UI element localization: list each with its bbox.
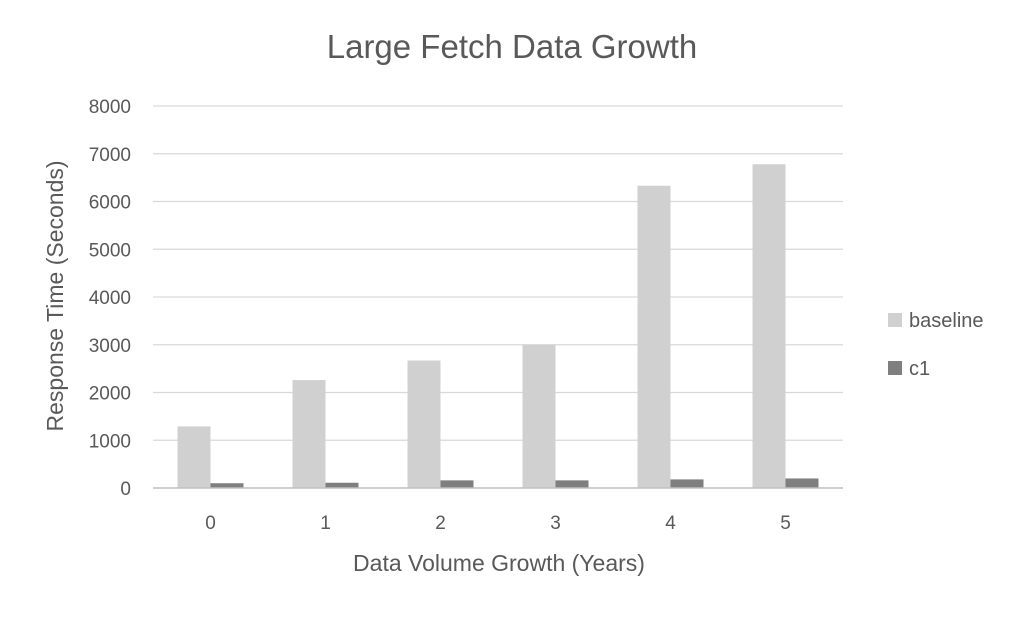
legend-label-c1: c1 [909,358,930,380]
bar-c1-5 [785,478,819,488]
bar-baseline-3 [522,344,556,488]
bar-baseline-0 [177,426,211,488]
x-axis-title: Data Volume Growth (Years) [353,550,645,576]
gridlines [153,105,843,441]
x-tick-label: 0 [205,513,216,534]
chart-title: Large Fetch Data Growth [327,28,698,65]
y-tick-label: 2000 [89,384,131,405]
bar-baseline-4 [637,185,671,488]
legend-swatch-c1 [888,361,902,375]
y-tick-label: 6000 [89,193,131,214]
y-tick-label: 0 [120,479,131,500]
y-tick-label: 1000 [89,431,131,452]
y-tick-label: 8000 [89,97,131,118]
y-tick-labels: 0 1000 2000 3000 4000 5000 6000 7000 8000 [89,97,131,500]
x-tick-label: 1 [320,513,331,534]
y-tick-label: 4000 [89,288,131,309]
bar-c1-4 [670,479,704,488]
y-axis-title: Response Time (Seconds) [42,160,68,431]
y-tick-label: 7000 [89,145,131,166]
bar-c1-0 [210,483,244,488]
bars [177,164,819,488]
legend-swatch-baseline [888,313,902,327]
x-tick-label: 5 [780,513,791,534]
bar-c1-2 [440,480,474,488]
legend-label-baseline: baseline [909,310,984,332]
bar-c1-1 [325,482,359,488]
bar-baseline-1 [292,380,326,488]
x-tick-label: 3 [550,513,561,534]
bar-baseline-5 [752,164,786,488]
bar-c1-3 [555,480,589,488]
x-tick-label: 4 [665,513,676,534]
bar-baseline-2 [407,360,441,488]
legend: baseline c1 [888,310,984,380]
x-tick-labels: 0 1 2 3 4 5 [205,513,791,534]
y-tick-label: 5000 [89,240,131,261]
x-tick-label: 2 [435,513,446,534]
y-tick-label: 3000 [89,336,131,357]
